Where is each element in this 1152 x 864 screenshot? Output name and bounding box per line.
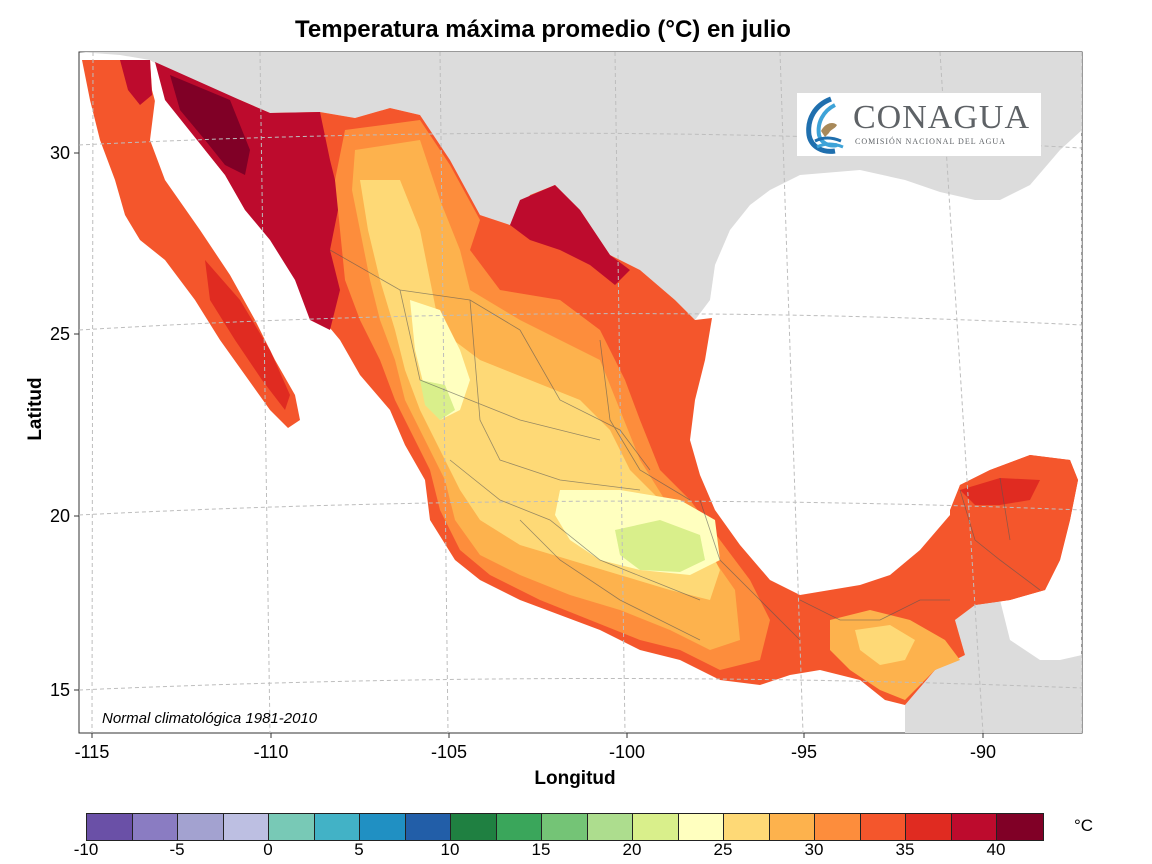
legend-tick-label: 5	[354, 840, 364, 859]
legend-swatch	[542, 814, 588, 840]
legend-swatch	[951, 814, 997, 840]
legend-swatch	[496, 814, 542, 840]
logo-wordmark: CONAGUA	[853, 99, 1030, 136]
legend-tick-label: 25	[713, 840, 733, 859]
legend-tick-label: 40	[986, 840, 1006, 859]
legend-swatch	[587, 814, 633, 840]
legend-unit: °C	[1074, 816, 1094, 835]
legend-swatch	[269, 814, 315, 840]
y-tick-label: 25	[49, 324, 70, 344]
legend-tick-label: 20	[622, 840, 642, 859]
legend-swatch	[678, 814, 724, 840]
axis-ticks	[74, 152, 984, 738]
legend-swatch	[314, 814, 360, 840]
plateau-green-north	[420, 380, 455, 420]
legend-swatch	[223, 814, 269, 840]
chiapas-yellow	[855, 625, 915, 665]
heat-zone-sonora-core	[170, 75, 250, 175]
legend-swatch	[860, 814, 906, 840]
x-tick-label: -105	[430, 742, 468, 762]
x-axis-label: Longitud	[534, 768, 616, 789]
heat-zone-baja-north	[120, 60, 152, 105]
legend-swatch	[769, 814, 815, 840]
legend-swatch	[633, 814, 679, 840]
legend-swatch	[405, 814, 451, 840]
y-tick-label: 20	[49, 506, 70, 526]
legend-tick-label: -5	[169, 840, 185, 859]
legend-tick-label: 15	[531, 840, 551, 859]
water-drop-icon	[806, 96, 844, 154]
legend-tick-label: -10	[73, 840, 99, 859]
heat-zone-baja-south	[205, 260, 290, 410]
conagua-logo: CONAGUA COMISIÓN NACIONAL DEL AGUA	[797, 93, 1041, 156]
color-legend	[86, 813, 1044, 841]
x-tick-label: -110	[253, 742, 289, 762]
map-title: Temperatura máxima promedio (°C) en juli…	[295, 16, 791, 43]
legend-swatch	[132, 814, 178, 840]
x-tick-label: -95	[790, 742, 817, 762]
logo-subtitle: COMISIÓN NACIONAL DEL AGUA	[855, 137, 1006, 146]
legend-swatch	[724, 814, 770, 840]
state-boundaries	[329, 249, 1041, 641]
x-tick-label: -100	[608, 742, 646, 762]
central-america-landmass	[905, 600, 1082, 733]
legend-tick-label: 35	[895, 840, 915, 859]
legend-swatch	[815, 814, 861, 840]
y-tick-label: 30	[49, 143, 70, 163]
plateau-green	[615, 520, 705, 572]
x-tick-label: -90	[969, 742, 996, 762]
x-tick-label: -115	[74, 742, 110, 762]
heat-zone-northeast	[510, 185, 630, 285]
legend-swatch	[906, 814, 952, 840]
legend-swatch	[360, 814, 406, 840]
legend-swatch	[87, 814, 133, 840]
legend-swatch	[451, 814, 497, 840]
yucatan-darker	[960, 478, 1040, 505]
y-tick-label: 15	[49, 680, 70, 700]
legend-swatch	[178, 814, 224, 840]
legend-tick-label: 0	[263, 840, 273, 859]
climatology-note: Normal climatológica 1981-2010	[102, 710, 318, 727]
legend-tick-label: 30	[804, 840, 824, 859]
legend-swatch	[997, 814, 1043, 840]
legend-tick-label: 10	[440, 840, 460, 859]
y-axis-label: Latitud	[25, 377, 46, 441]
